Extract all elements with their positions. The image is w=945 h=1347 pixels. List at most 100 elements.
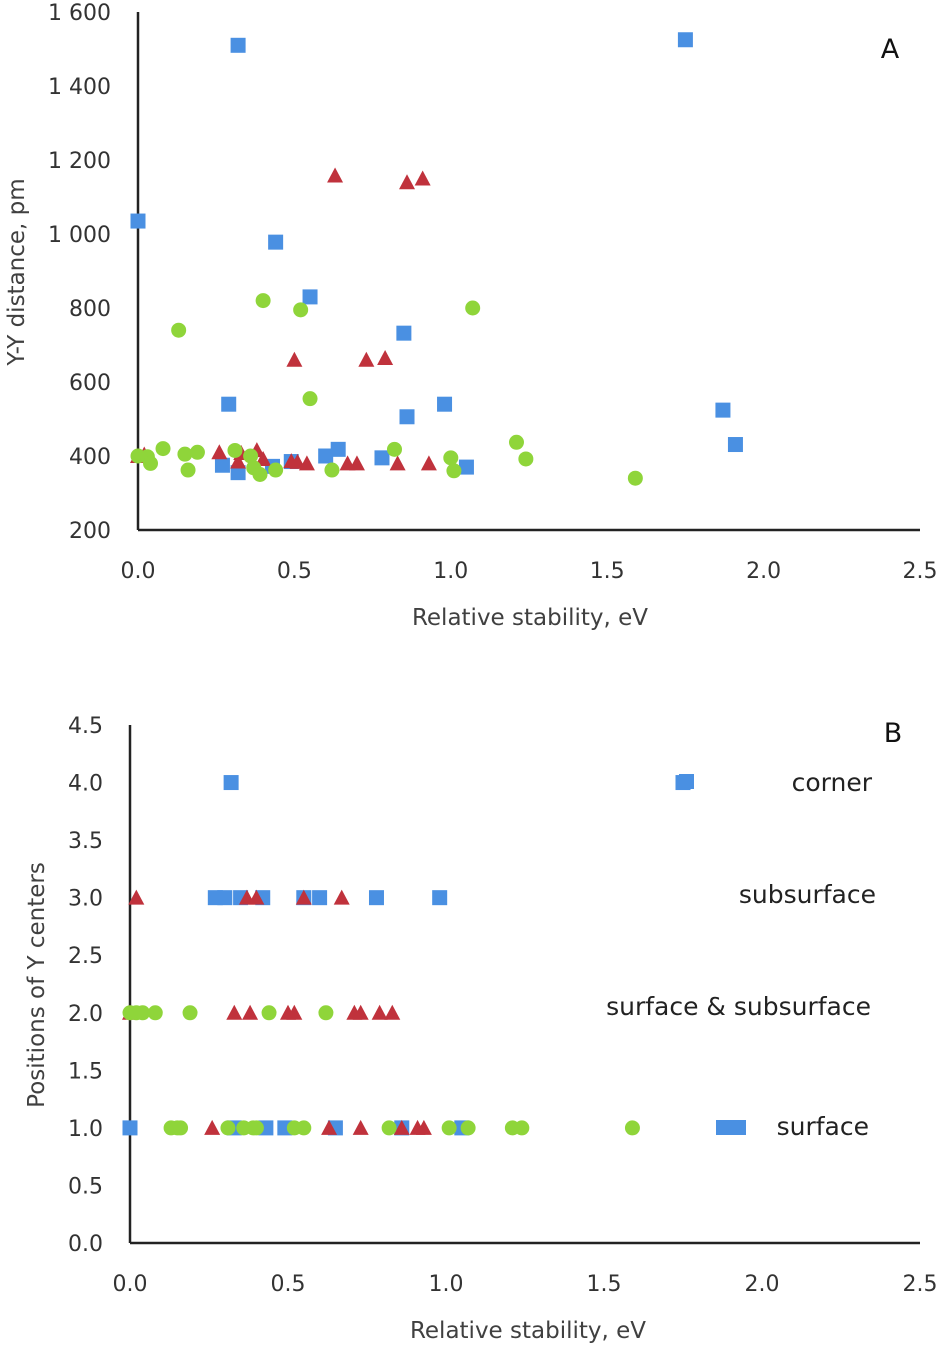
x-axis-title-a: Relative stability, eV bbox=[412, 605, 648, 631]
y-tick-label-a: 1 000 bbox=[48, 223, 111, 248]
point-square bbox=[727, 437, 743, 453]
point-square bbox=[399, 409, 415, 425]
x-tick-label-a: 0.5 bbox=[277, 559, 312, 584]
point-square bbox=[330, 441, 346, 457]
point-square bbox=[318, 448, 334, 464]
point-circle bbox=[443, 450, 459, 466]
y-tick-label-b: 2.0 bbox=[68, 1002, 103, 1027]
point-triangle bbox=[327, 167, 344, 183]
point-triangle bbox=[321, 1119, 338, 1135]
point-triangle bbox=[204, 1119, 221, 1135]
point-circle bbox=[296, 1120, 312, 1136]
point-square bbox=[130, 213, 146, 229]
point-triangle bbox=[230, 453, 247, 469]
point-circle bbox=[302, 391, 318, 407]
point-circle bbox=[381, 1120, 397, 1136]
point-triangle bbox=[399, 174, 416, 190]
point-circle bbox=[173, 1120, 189, 1136]
point-circle bbox=[508, 434, 524, 450]
y-tick-label-b: 4.5 bbox=[68, 714, 103, 739]
y-tick-label-b: 0.0 bbox=[68, 1232, 103, 1257]
point-triangle bbox=[415, 1119, 432, 1135]
point-square bbox=[458, 459, 474, 475]
ticks-a: 0.0 0.5 1.0 1.5 2.0 2.5 200 400 600 800 1 000 1 200… bbox=[48, 1, 937, 584]
point-circle bbox=[518, 451, 534, 467]
point-square bbox=[217, 890, 233, 906]
point-circle bbox=[143, 455, 159, 471]
point-triangle bbox=[242, 1004, 259, 1020]
point-circle bbox=[252, 467, 268, 482]
point-triangle bbox=[211, 444, 228, 460]
point-triangle bbox=[377, 349, 394, 365]
point-square bbox=[302, 289, 318, 305]
point-circle bbox=[324, 462, 340, 478]
x-tick-label-a: 2.5 bbox=[903, 559, 938, 584]
point-circle bbox=[177, 446, 193, 462]
point-circle bbox=[293, 302, 309, 318]
point-square bbox=[437, 396, 453, 412]
point-triangle bbox=[384, 1004, 401, 1020]
category-label-surface-subsurface: surface & subsurface bbox=[606, 992, 871, 1021]
point-square bbox=[675, 775, 691, 791]
point-triangle bbox=[286, 1004, 303, 1020]
x-tick-label-a: 1.5 bbox=[590, 559, 625, 584]
point-circle bbox=[147, 1005, 163, 1021]
point-triangle bbox=[289, 453, 306, 469]
x-axis-title-b: Relative stability, eV bbox=[410, 1318, 646, 1344]
point-triangle bbox=[298, 455, 315, 471]
x-tick-label-b: 1.0 bbox=[429, 1272, 464, 1297]
y-axis-title-b: Positions of Y centers bbox=[24, 862, 50, 1108]
point-circle bbox=[171, 322, 187, 338]
point-square bbox=[312, 890, 328, 906]
point-triangle bbox=[371, 1004, 388, 1020]
point-circle bbox=[243, 448, 259, 464]
point-triangle bbox=[248, 889, 265, 905]
point-square bbox=[230, 465, 246, 481]
point-square bbox=[432, 890, 448, 906]
y-tick-label-b: 3.5 bbox=[68, 829, 103, 854]
category-marker-surface bbox=[716, 1120, 746, 1135]
category-label-corner: corner bbox=[792, 768, 873, 797]
point-square bbox=[230, 37, 246, 53]
point-triangle bbox=[333, 889, 350, 905]
point-circle bbox=[446, 463, 462, 479]
marks-b bbox=[122, 775, 691, 1136]
panel-label-a: A bbox=[881, 34, 900, 65]
y-tick-label-a: 800 bbox=[69, 297, 111, 322]
point-circle bbox=[268, 462, 284, 478]
point-circle bbox=[255, 293, 271, 309]
point-triangle bbox=[352, 1004, 369, 1020]
point-circle bbox=[627, 470, 643, 486]
point-circle bbox=[182, 1005, 198, 1021]
x-tick-label-b: 2.5 bbox=[903, 1272, 938, 1297]
ticks-b: 0.0 0.5 1.0 1.5 2.0 2.5 0.0 0.5 1.0 1.5 2.0 2.5 3.0 3… bbox=[68, 714, 938, 1297]
point-circle bbox=[155, 441, 171, 457]
point-circle bbox=[624, 1120, 640, 1136]
point-square bbox=[223, 775, 239, 791]
point-triangle bbox=[226, 1004, 243, 1020]
point-circle bbox=[135, 1005, 151, 1021]
y-tick-label-b: 2.5 bbox=[68, 944, 103, 969]
point-square bbox=[396, 325, 412, 341]
marks-a bbox=[130, 32, 743, 486]
point-square bbox=[368, 890, 384, 906]
point-triangle bbox=[255, 450, 272, 466]
x-tick-label-a: 2.0 bbox=[746, 559, 781, 584]
x-tick-label-b: 1.5 bbox=[587, 1272, 622, 1297]
point-circle bbox=[318, 1005, 334, 1021]
point-triangle bbox=[352, 1119, 369, 1135]
category-label-subsurface: subsurface bbox=[739, 880, 876, 909]
x-tick-label-a: 0.0 bbox=[121, 559, 156, 584]
y-axis-title-a: Y-Y distance, pm bbox=[4, 178, 30, 366]
point-square bbox=[221, 396, 237, 412]
point-triangle bbox=[358, 351, 375, 367]
category-labels-b: corner subsurface surface & subsurface s… bbox=[606, 768, 876, 1141]
point-square bbox=[677, 32, 693, 48]
x-tick-label-b: 0.0 bbox=[113, 1272, 148, 1297]
point-circle bbox=[386, 441, 402, 457]
category-label-surface: surface bbox=[777, 1112, 869, 1141]
y-tick-label-b: 1.5 bbox=[68, 1059, 103, 1084]
point-circle bbox=[227, 442, 243, 458]
point-circle bbox=[180, 462, 196, 478]
point-triangle bbox=[420, 455, 437, 471]
